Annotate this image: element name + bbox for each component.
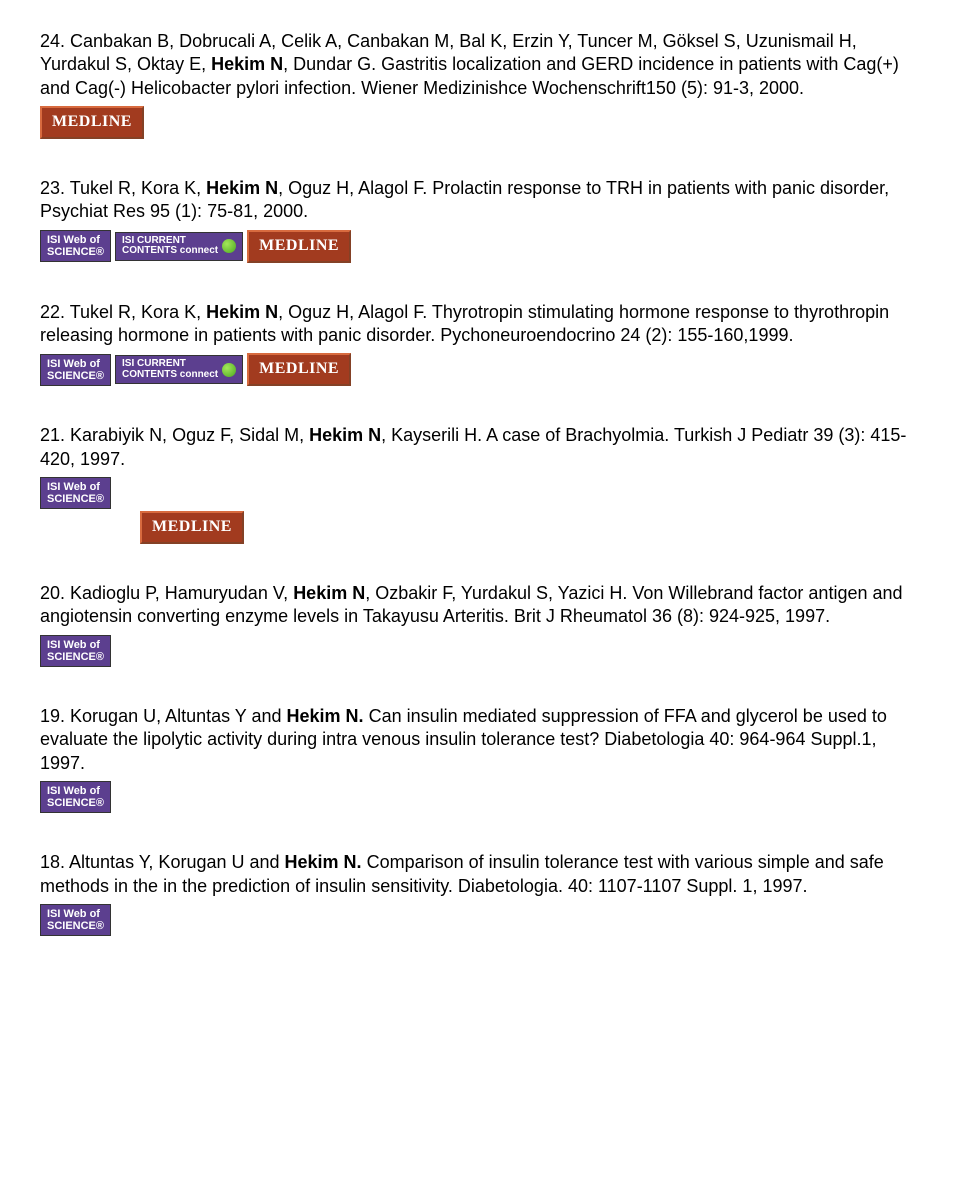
reference-number: 21. bbox=[40, 425, 70, 445]
medline-badge[interactable]: MEDLINE bbox=[140, 511, 244, 544]
reference-text: 22. Tukel R, Kora K, Hekim N, Oguz H, Al… bbox=[40, 301, 920, 348]
badge-row: MEDLINE bbox=[40, 511, 920, 544]
reference-entry: 21. Karabiyik N, Oguz F, Sidal M, Hekim … bbox=[40, 424, 920, 544]
reference-authors-pre: Korugan U, Altuntas Y and bbox=[70, 706, 287, 726]
badge-row: MEDLINE bbox=[40, 106, 920, 139]
reference-entry: 22. Tukel R, Kora K, Hekim N, Oguz H, Al… bbox=[40, 301, 920, 387]
isi-web-of-science-badge[interactable]: ISI Web of SCIENCE® bbox=[40, 781, 111, 813]
reference-text: 20. Kadioglu P, Hamuryudan V, Hekim N, O… bbox=[40, 582, 920, 629]
reference-authors-pre: Tukel R, Kora K, bbox=[70, 178, 206, 198]
reference-number: 20. bbox=[40, 583, 70, 603]
medline-badge[interactable]: MEDLINE bbox=[247, 353, 351, 386]
reference-list: 24. Canbakan B, Dobrucali A, Celik A, Ca… bbox=[40, 30, 920, 936]
reference-author-highlight: Hekim N. bbox=[285, 852, 362, 872]
isi-web-of-science-badge[interactable]: ISI Web of SCIENCE® bbox=[40, 354, 111, 386]
badge-row: ISI Web of SCIENCE® bbox=[40, 477, 920, 509]
medline-badge[interactable]: MEDLINE bbox=[247, 230, 351, 263]
reference-entry: 18. Altuntas Y, Korugan U and Hekim N. C… bbox=[40, 851, 920, 936]
reference-entry: 20. Kadioglu P, Hamuryudan V, Hekim N, O… bbox=[40, 582, 920, 667]
reference-number: 19. bbox=[40, 706, 70, 726]
reference-author-highlight: Hekim N. bbox=[287, 706, 364, 726]
badge-row: ISI Web of SCIENCE® bbox=[40, 635, 920, 667]
reference-authors-pre: Kadioglu P, Hamuryudan V, bbox=[70, 583, 293, 603]
reference-author-highlight: Hekim N bbox=[206, 178, 278, 198]
reference-number: 18. bbox=[40, 852, 69, 872]
isi-web-of-science-badge[interactable]: ISI Web of SCIENCE® bbox=[40, 477, 111, 509]
reference-authors-pre: Altuntas Y, Korugan U and bbox=[69, 852, 285, 872]
reference-entry: 23. Tukel R, Kora K, Hekim N, Oguz H, Al… bbox=[40, 177, 920, 263]
reference-author-highlight: Hekim N bbox=[211, 54, 283, 74]
reference-author-highlight: Hekim N bbox=[309, 425, 381, 445]
badge-row: ISI Web of SCIENCE®ISI CURRENT CONTENTS … bbox=[40, 230, 920, 263]
reference-number: 22. bbox=[40, 302, 70, 322]
reference-entry: 19. Korugan U, Altuntas Y and Hekim N. C… bbox=[40, 705, 920, 813]
reference-author-highlight: Hekim N bbox=[206, 302, 278, 322]
medline-badge[interactable]: MEDLINE bbox=[40, 106, 144, 139]
reference-entry: 24. Canbakan B, Dobrucali A, Celik A, Ca… bbox=[40, 30, 920, 139]
reference-authors-pre: Tukel R, Kora K, bbox=[70, 302, 206, 322]
badge-row: ISI Web of SCIENCE® bbox=[40, 904, 920, 936]
isi-web-of-science-badge[interactable]: ISI Web of SCIENCE® bbox=[40, 635, 111, 667]
isi-web-of-science-badge[interactable]: ISI Web of SCIENCE® bbox=[40, 230, 111, 262]
reference-text: 24. Canbakan B, Dobrucali A, Celik A, Ca… bbox=[40, 30, 920, 100]
reference-text: 23. Tukel R, Kora K, Hekim N, Oguz H, Al… bbox=[40, 177, 920, 224]
reference-number: 23. bbox=[40, 178, 70, 198]
reference-authors-pre: Karabiyik N, Oguz F, Sidal M, bbox=[70, 425, 309, 445]
badge-row: ISI Web of SCIENCE®ISI CURRENT CONTENTS … bbox=[40, 353, 920, 386]
isi-web-of-science-badge[interactable]: ISI Web of SCIENCE® bbox=[40, 904, 111, 936]
reference-author-highlight: Hekim N bbox=[293, 583, 365, 603]
reference-text: 21. Karabiyik N, Oguz F, Sidal M, Hekim … bbox=[40, 424, 920, 471]
badge-row: ISI Web of SCIENCE® bbox=[40, 781, 920, 813]
reference-text: 19. Korugan U, Altuntas Y and Hekim N. C… bbox=[40, 705, 920, 775]
reference-text: 18. Altuntas Y, Korugan U and Hekim N. C… bbox=[40, 851, 920, 898]
isi-current-contents-badge[interactable]: ISI CURRENT CONTENTS connect bbox=[115, 355, 243, 384]
isi-current-contents-badge[interactable]: ISI CURRENT CONTENTS connect bbox=[115, 232, 243, 261]
reference-number: 24. bbox=[40, 31, 70, 51]
